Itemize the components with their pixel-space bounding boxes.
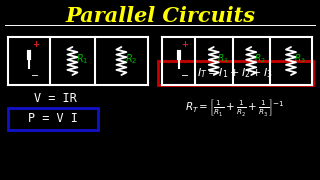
Text: $R_T = \left[\frac{1}{R_1}+\frac{1}{R_2}+\frac{1}{R_3}\right]^{-1}$: $R_T = \left[\frac{1}{R_1}+\frac{1}{R_2}… (185, 98, 285, 118)
Bar (8, 108, 98, 130)
Text: −: − (31, 71, 39, 81)
Text: $I_T = I_1 + I_2 + I_3$: $I_T = I_1 + I_2 + I_3$ (197, 66, 273, 80)
Text: +: + (32, 40, 39, 49)
Text: −: − (180, 71, 188, 81)
Text: +: + (181, 40, 188, 49)
Text: $R_1$: $R_1$ (217, 53, 228, 65)
Text: $R_2$: $R_2$ (254, 53, 266, 65)
Text: $R_1$: $R_1$ (76, 52, 89, 66)
Text: $R_2$: $R_2$ (125, 52, 138, 66)
Text: V = IR: V = IR (34, 92, 76, 105)
Text: $R_3$: $R_3$ (294, 53, 306, 65)
Text: Parallel Circuits: Parallel Circuits (65, 6, 255, 26)
Bar (158, 61, 313, 85)
Text: P = V I: P = V I (28, 112, 78, 125)
